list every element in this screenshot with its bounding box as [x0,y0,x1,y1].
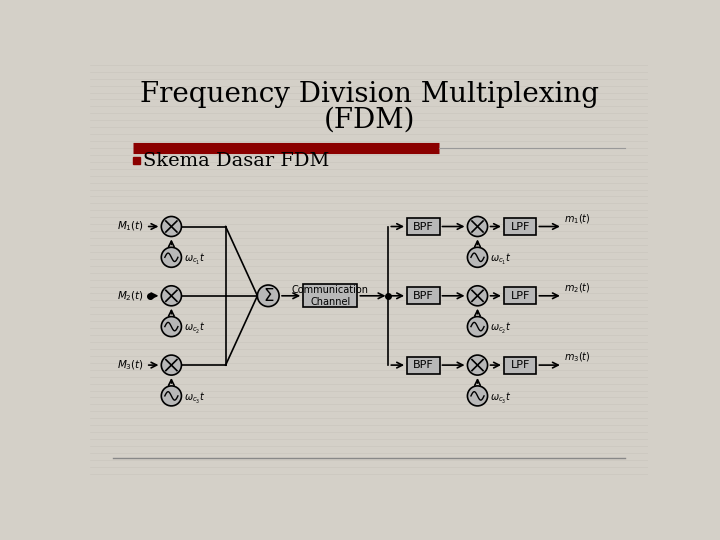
Text: $\Sigma$: $\Sigma$ [263,287,274,305]
Circle shape [467,286,487,306]
Text: BPF: BPF [413,360,433,370]
Circle shape [161,286,181,306]
Text: $m_3(t)$: $m_3(t)$ [564,350,591,364]
Circle shape [161,355,181,375]
Circle shape [467,355,487,375]
Text: Skema Dasar FDM: Skema Dasar FDM [143,152,330,170]
Text: $\omega_{c_1}t$: $\omega_{c_1}t$ [490,252,511,267]
Text: $M_1(t)$: $M_1(t)$ [117,220,144,233]
Circle shape [467,247,487,267]
Text: LPF: LPF [510,221,530,232]
Text: BPF: BPF [413,291,433,301]
Text: $\omega_{c_3}t$: $\omega_{c_3}t$ [490,390,511,406]
FancyBboxPatch shape [504,287,536,304]
Circle shape [467,217,487,237]
Text: $M_2(t)$: $M_2(t)$ [117,289,144,302]
Circle shape [161,316,181,336]
Circle shape [258,285,279,307]
Text: $\omega_{c_1}t$: $\omega_{c_1}t$ [184,252,205,267]
FancyBboxPatch shape [407,356,439,374]
Text: $\omega_{c_3}t$: $\omega_{c_3}t$ [184,390,205,406]
Circle shape [467,316,487,336]
FancyBboxPatch shape [303,284,357,307]
Text: $\omega_{c_2}t$: $\omega_{c_2}t$ [490,321,511,336]
Bar [132,157,140,164]
Text: $\omega_{c_2}t$: $\omega_{c_2}t$ [184,321,205,336]
Text: Frequency Division Multiplexing: Frequency Division Multiplexing [140,80,598,107]
FancyBboxPatch shape [504,218,536,235]
Text: Communication
Channel: Communication Channel [292,285,369,307]
FancyBboxPatch shape [407,218,439,235]
Text: $m_1(t)$: $m_1(t)$ [564,212,591,226]
Circle shape [467,386,487,406]
Text: LPF: LPF [510,291,530,301]
Circle shape [161,386,181,406]
Text: BPF: BPF [413,221,433,232]
Text: LPF: LPF [510,360,530,370]
FancyBboxPatch shape [407,287,439,304]
Circle shape [161,217,181,237]
Text: $M_3(t)$: $M_3(t)$ [117,359,144,372]
FancyBboxPatch shape [504,356,536,374]
Circle shape [161,247,181,267]
Text: $m_2(t)$: $m_2(t)$ [564,281,591,295]
Text: (FDM): (FDM) [323,107,415,134]
